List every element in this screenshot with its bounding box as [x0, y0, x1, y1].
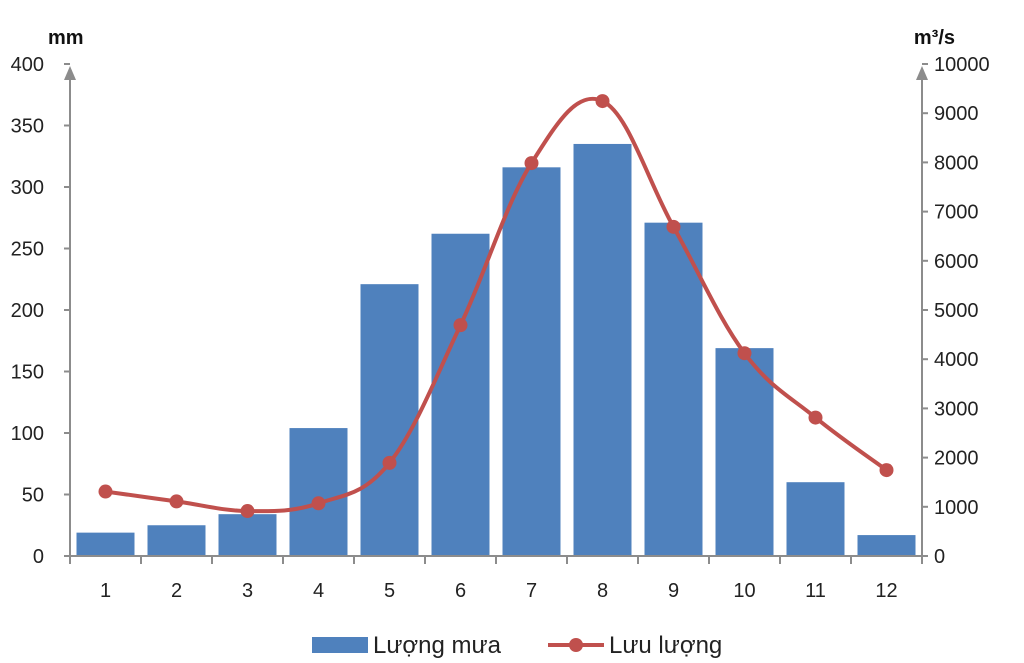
right-tick-label: 1000: [934, 497, 979, 519]
x-tick-label: 4: [313, 580, 324, 602]
line-point-month-4: [311, 496, 326, 511]
x-tick-label: 8: [597, 580, 608, 602]
right-axis-arrow-icon: [916, 66, 928, 80]
legend: Lượng mưa Lưu lượng: [312, 632, 722, 659]
x-tick-label: 2: [171, 580, 182, 602]
x-tick-label: 3: [242, 580, 253, 602]
right-tick-label: 0: [934, 546, 945, 568]
x-tick-label: 6: [455, 580, 466, 602]
right-tick-label: 3000: [934, 398, 979, 420]
right-tick-label: 2000: [934, 448, 979, 470]
line-point-month-1: [98, 484, 113, 499]
x-tick-label: 12: [875, 580, 897, 602]
left-tick-label: 350: [11, 116, 44, 138]
line-series-luu-luong: [98, 94, 894, 519]
legend-label-luu-luong: Lưu lượng: [609, 632, 722, 659]
left-axis-arrow-icon: [64, 66, 76, 80]
legend-label-luong-mua: Lượng mưa: [373, 632, 502, 659]
x-tick-label: 5: [384, 580, 395, 602]
right-tick-label: 9000: [934, 103, 979, 125]
bar-month-8: [573, 143, 632, 556]
right-tick-label: 8000: [934, 152, 979, 174]
line-point-month-3: [240, 504, 255, 519]
left-tick-label: 400: [11, 54, 44, 76]
x-tick-label: 1: [100, 580, 111, 602]
right-tick-label: 10000: [934, 54, 990, 76]
bar-month-5: [360, 284, 419, 556]
left-tick-label: 0: [33, 546, 44, 568]
left-axis-unit: mm: [48, 27, 84, 49]
bar-month-12: [857, 535, 916, 556]
x-tick-label: 11: [805, 580, 826, 602]
line-point-month-11: [808, 410, 823, 425]
bar-month-9: [644, 222, 703, 557]
legend-marker-luu-luong: [569, 638, 583, 652]
line-point-month-2: [169, 494, 184, 509]
left-tick-label: 150: [11, 362, 44, 384]
bar-month-6: [431, 233, 490, 557]
line-point-month-6: [453, 318, 468, 333]
line-point-month-7: [524, 156, 539, 171]
right-tick-label: 7000: [934, 202, 979, 224]
line-point-month-9: [666, 219, 681, 234]
line-point-month-10: [737, 346, 752, 361]
line-point-month-5: [382, 455, 397, 470]
bar-month-7: [502, 167, 561, 556]
bar-month-10: [715, 348, 774, 556]
left-tick-label: 250: [11, 239, 44, 261]
bar-month-4: [289, 428, 348, 556]
right-tick-label: 4000: [934, 349, 979, 371]
bar-month-3: [218, 514, 277, 556]
x-tick-label: 7: [526, 580, 537, 602]
right-axis-unit: m³/s: [914, 27, 955, 49]
bar-month-1: [76, 532, 135, 556]
left-tick-label: 200: [11, 300, 44, 322]
bar-month-11: [786, 482, 845, 556]
right-tick-label: 6000: [934, 251, 979, 273]
left-tick-label: 300: [11, 177, 44, 199]
x-tick-label: 10: [733, 580, 755, 602]
bar-series-luong-mua: [76, 143, 916, 557]
line-point-month-12: [879, 463, 894, 478]
axes: 0501001502002503003504000100020003000400…: [11, 54, 990, 602]
left-tick-label: 50: [22, 485, 44, 507]
line-point-month-8: [595, 94, 610, 109]
left-tick-label: 100: [11, 423, 44, 445]
bar-month-2: [147, 525, 206, 556]
x-tick-label: 9: [668, 580, 679, 602]
right-tick-label: 5000: [934, 300, 979, 322]
legend-swatch-luong-mua: [312, 637, 368, 653]
